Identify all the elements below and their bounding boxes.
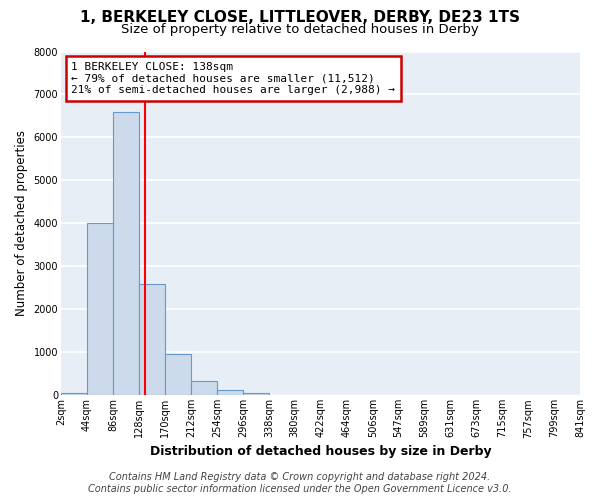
Bar (113, 112, 139, 396)
Bar (139, 284, 165, 396)
Bar (243, 393, 269, 396)
Bar (165, 354, 191, 396)
Bar (87, 224, 113, 396)
Y-axis label: Number of detached properties: Number of detached properties (15, 130, 28, 316)
X-axis label: Distribution of detached houses by size in Derby: Distribution of detached houses by size … (149, 444, 491, 458)
Text: Contains HM Land Registry data © Crown copyright and database right 2024.
Contai: Contains HM Land Registry data © Crown c… (88, 472, 512, 494)
Text: 1, BERKELEY CLOSE, LITTLEOVER, DERBY, DE23 1TS: 1, BERKELEY CLOSE, LITTLEOVER, DERBY, DE… (80, 10, 520, 25)
Bar (61, 393, 87, 396)
Bar (191, 381, 217, 396)
Text: 1 BERKELEY CLOSE: 138sqm
← 79% of detached houses are smaller (11,512)
21% of se: 1 BERKELEY CLOSE: 138sqm ← 79% of detach… (71, 62, 395, 95)
Bar (217, 390, 242, 396)
Text: Size of property relative to detached houses in Derby: Size of property relative to detached ho… (121, 22, 479, 36)
